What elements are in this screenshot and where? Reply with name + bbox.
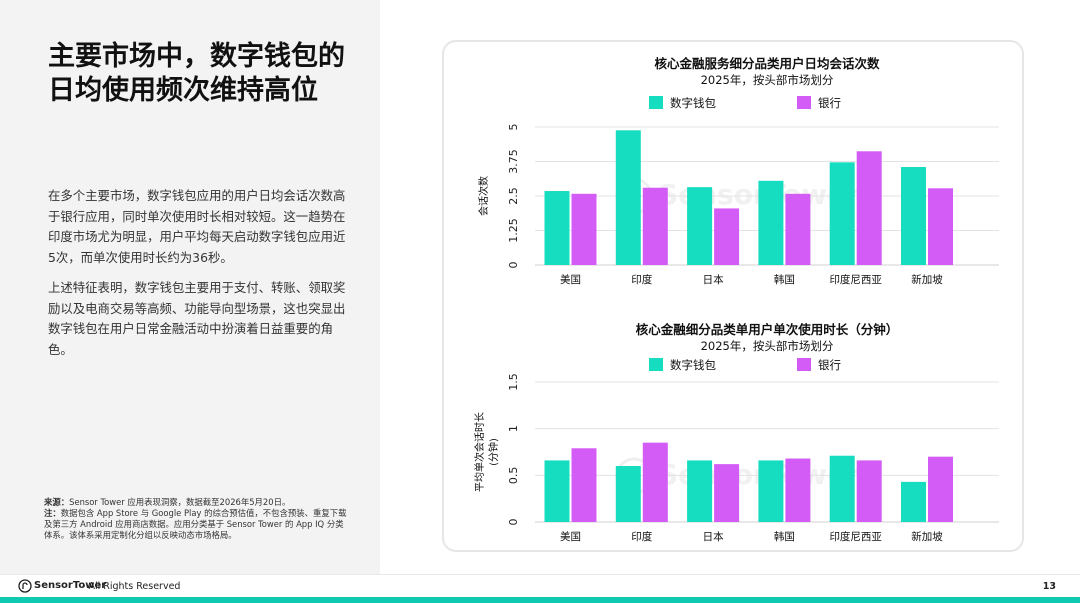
bar xyxy=(785,458,811,522)
left-panel xyxy=(0,0,380,574)
bar xyxy=(544,460,570,522)
note-text: 数据包含 App Store 与 Google Play 的综合预估值，不包含预… xyxy=(44,508,347,540)
chart-subtitle: 2025年，按头部市场划分 xyxy=(701,339,834,353)
y-tick-label: 1.5 xyxy=(507,373,520,391)
page-number: 13 xyxy=(1042,581,1056,592)
paragraph: 在多个主要市场，数字钱包应用的用户日均会话次数高于银行应用，同时单次使用时长相对… xyxy=(48,188,346,265)
x-tick-label: 新加坡 xyxy=(911,530,943,543)
chart-card: SensorTowerSensorTower核心金融服务细分品类用户日均会话次数… xyxy=(442,40,1024,552)
x-tick-label: 韩国 xyxy=(774,273,795,286)
bar xyxy=(901,481,926,522)
x-tick-label: 印度 xyxy=(631,273,652,286)
y-axis-label: 会话次数 xyxy=(477,176,490,216)
charts-svg: SensorTowerSensorTower核心金融服务细分品类用户日均会话次数… xyxy=(473,56,999,543)
chart-title: 核心金融细分品类单用户单次使用时长（分钟） xyxy=(636,322,899,337)
legend-label: 银行 xyxy=(818,358,841,372)
chart-subtitle: 2025年，按头部市场划分 xyxy=(701,73,834,87)
bar xyxy=(714,208,740,265)
bar xyxy=(856,151,882,265)
x-tick-label: 印度尼西亚 xyxy=(829,530,882,543)
body-text: 在多个主要市场，数字钱包应用的用户日均会话次数高于银行应用，同时单次使用时长相对… xyxy=(48,186,350,370)
bar xyxy=(856,460,882,522)
legend-label: 数字钱包 xyxy=(670,358,716,372)
bar xyxy=(785,193,811,265)
y-tick-label: 0 xyxy=(507,519,520,526)
source-text: Sensor Tower 应用表现洞察，数据截至2026年5月20日。 xyxy=(69,497,291,507)
chart-title: 核心金融服务细分品类用户日均会话次数 xyxy=(654,56,880,71)
bar xyxy=(615,466,641,522)
bar xyxy=(901,167,926,265)
bar xyxy=(928,188,953,265)
source-notes: 来源：Sensor Tower 应用表现洞察，数据截至2026年5月20日。 注… xyxy=(44,497,350,541)
footer-brand: SensorTower xyxy=(34,580,107,591)
bar xyxy=(829,455,855,522)
legend-label: 银行 xyxy=(818,96,841,110)
bar xyxy=(714,464,740,522)
bar xyxy=(687,460,713,522)
y-axis-label: 平均单次会话时长 xyxy=(473,412,486,492)
bar xyxy=(829,162,855,265)
legend-swatch xyxy=(797,96,811,109)
bar xyxy=(544,191,570,265)
y-tick-label: 3.75 xyxy=(507,149,520,174)
bar xyxy=(758,460,784,522)
bottom-accent-bar xyxy=(0,597,1080,603)
bar xyxy=(928,456,953,522)
x-tick-label: 印度尼西亚 xyxy=(829,273,882,286)
bar xyxy=(687,187,713,265)
y-tick-label: 5 xyxy=(507,124,520,131)
x-tick-label: 日本 xyxy=(703,273,725,286)
bar xyxy=(571,448,597,522)
bar xyxy=(571,193,597,265)
x-tick-label: 美国 xyxy=(560,530,581,543)
legend-swatch xyxy=(649,96,663,109)
x-tick-label: 日本 xyxy=(703,530,725,543)
x-tick-label: 印度 xyxy=(631,530,652,543)
sensortower-logo-icon xyxy=(18,579,32,593)
y-tick-label: 0 xyxy=(507,262,520,269)
x-tick-label: 美国 xyxy=(560,273,581,286)
source-label: 来源： xyxy=(44,497,70,507)
footer-rights: - All Rights Reserved xyxy=(82,581,181,592)
legend-swatch xyxy=(797,358,811,371)
x-tick-label: 韩国 xyxy=(774,530,795,543)
bar xyxy=(758,180,784,265)
footer-divider xyxy=(0,574,1080,575)
note-label: 注： xyxy=(44,508,61,518)
y-tick-label: 1 xyxy=(507,425,520,432)
page-title: 主要市场中，数字钱包的日均使用频次维持高位 xyxy=(48,41,345,106)
y-tick-label: 2.5 xyxy=(507,187,520,205)
legend-swatch xyxy=(649,358,663,371)
y-tick-label: 1.25 xyxy=(507,218,520,243)
x-tick-label: 新加坡 xyxy=(911,273,943,286)
paragraph: 上述特征表明，数字钱包主要用于支付、转账、领取奖励以及电商交易等高频、功能导向型… xyxy=(48,280,346,357)
y-axis-label: (分钟) xyxy=(487,438,500,466)
bar xyxy=(642,442,668,522)
legend-label: 数字钱包 xyxy=(670,96,716,110)
bar xyxy=(642,187,668,265)
bar xyxy=(615,130,641,265)
y-tick-label: 0.5 xyxy=(507,467,520,485)
